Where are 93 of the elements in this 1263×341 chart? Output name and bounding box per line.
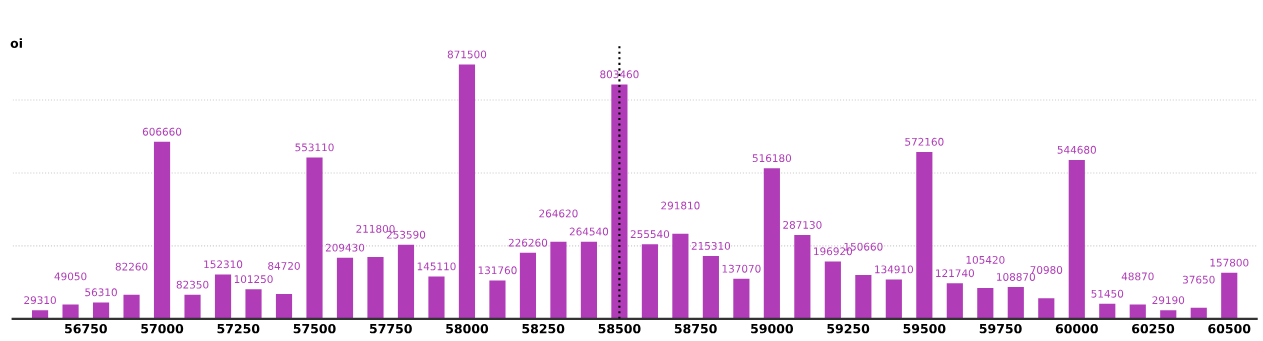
bar <box>306 157 323 319</box>
x-tick-label: 58750 <box>674 323 717 334</box>
x-tick-label: 60500 <box>1208 323 1251 334</box>
data-label: 264620 <box>539 209 578 218</box>
bar <box>92 302 110 319</box>
bar <box>885 279 902 319</box>
data-label: 84720 <box>268 262 300 270</box>
data-label: 255540 <box>630 230 670 239</box>
bar <box>245 289 262 319</box>
bar <box>184 294 201 319</box>
data-label: 553110 <box>295 143 334 152</box>
data-label: 56310 <box>85 288 117 297</box>
bar <box>275 294 293 319</box>
data-label: 871500 <box>447 50 487 59</box>
bar <box>733 278 750 319</box>
data-label: 803460 <box>600 70 639 79</box>
bar <box>916 151 933 319</box>
x-tick-label: 59000 <box>751 323 794 334</box>
bar <box>580 241 597 319</box>
x-tick-label: 57250 <box>217 323 260 334</box>
x-tick-label: 56750 <box>65 323 107 334</box>
bar <box>977 288 994 319</box>
data-label: 48870 <box>1121 272 1154 281</box>
bar <box>1190 307 1207 319</box>
data-label: 121740 <box>936 269 975 278</box>
data-label: 108870 <box>997 273 1035 281</box>
data-label: 49050 <box>54 272 87 281</box>
data-label: 70980 <box>1030 266 1063 274</box>
y-axis-title: oi <box>10 38 22 48</box>
x-tick-label: 57500 <box>293 323 336 334</box>
bar <box>550 241 567 319</box>
bar <box>458 64 476 319</box>
bar <box>763 168 780 319</box>
data-label: 572160 <box>905 137 944 146</box>
data-label: 152310 <box>204 260 243 269</box>
data-label: 215310 <box>691 241 731 250</box>
x-tick-label: 58500 <box>598 323 641 334</box>
bar <box>1038 298 1055 319</box>
bar <box>489 280 506 319</box>
bar <box>1068 159 1085 319</box>
data-label: 544680 <box>1057 145 1096 154</box>
data-label: 287130 <box>783 221 822 229</box>
data-label: 157800 <box>1210 258 1249 267</box>
data-label: 226260 <box>508 238 548 247</box>
data-label: 105420 <box>966 255 1005 264</box>
x-tick-label: 59250 <box>827 323 870 334</box>
bar <box>1221 272 1238 319</box>
data-label: 131760 <box>478 266 517 275</box>
x-tick-label: 57000 <box>141 323 184 334</box>
bar <box>428 276 445 319</box>
bar <box>367 257 384 319</box>
bar <box>702 256 719 319</box>
data-label: 516180 <box>752 154 792 163</box>
bar <box>1129 304 1146 319</box>
bar <box>153 141 171 319</box>
data-label: 209430 <box>325 243 365 252</box>
bar <box>946 283 963 319</box>
data-label: 51450 <box>1091 289 1124 298</box>
bar <box>1007 287 1024 319</box>
bar <box>641 244 658 319</box>
x-tick-label: 59750 <box>979 323 1022 334</box>
data-label: 134910 <box>875 265 914 274</box>
bar <box>1160 310 1177 319</box>
bar <box>214 274 232 319</box>
data-label: 291810 <box>661 201 700 210</box>
bar <box>519 252 537 319</box>
data-label: 264540 <box>569 227 609 236</box>
bar <box>855 274 872 319</box>
x-tick-label: 58000 <box>446 323 489 334</box>
bar <box>794 235 811 319</box>
bar <box>672 233 689 319</box>
x-tick-label: 57750 <box>369 323 412 334</box>
data-label: 82260 <box>115 262 148 271</box>
bar <box>824 261 841 319</box>
bar <box>336 257 354 319</box>
bar <box>123 294 140 319</box>
x-tick-label: 59500 <box>903 323 946 334</box>
data-label: 101250 <box>234 275 273 284</box>
x-tick-label: 60250 <box>1132 323 1175 334</box>
x-tick-label: 58250 <box>522 323 565 334</box>
bar <box>1099 303 1116 319</box>
data-label: 82350 <box>176 280 209 289</box>
x-tick-label: 60000 <box>1055 323 1098 334</box>
bar <box>397 244 415 319</box>
bar <box>31 310 49 319</box>
data-label: 606660 <box>142 127 182 136</box>
data-label: 29310 <box>24 296 56 305</box>
data-label: 29190 <box>1152 296 1185 305</box>
data-label: 137070 <box>722 264 761 273</box>
data-label: 37650 <box>1182 275 1215 284</box>
data-label: 145110 <box>417 262 456 271</box>
bar <box>611 84 628 319</box>
bar <box>62 304 79 319</box>
